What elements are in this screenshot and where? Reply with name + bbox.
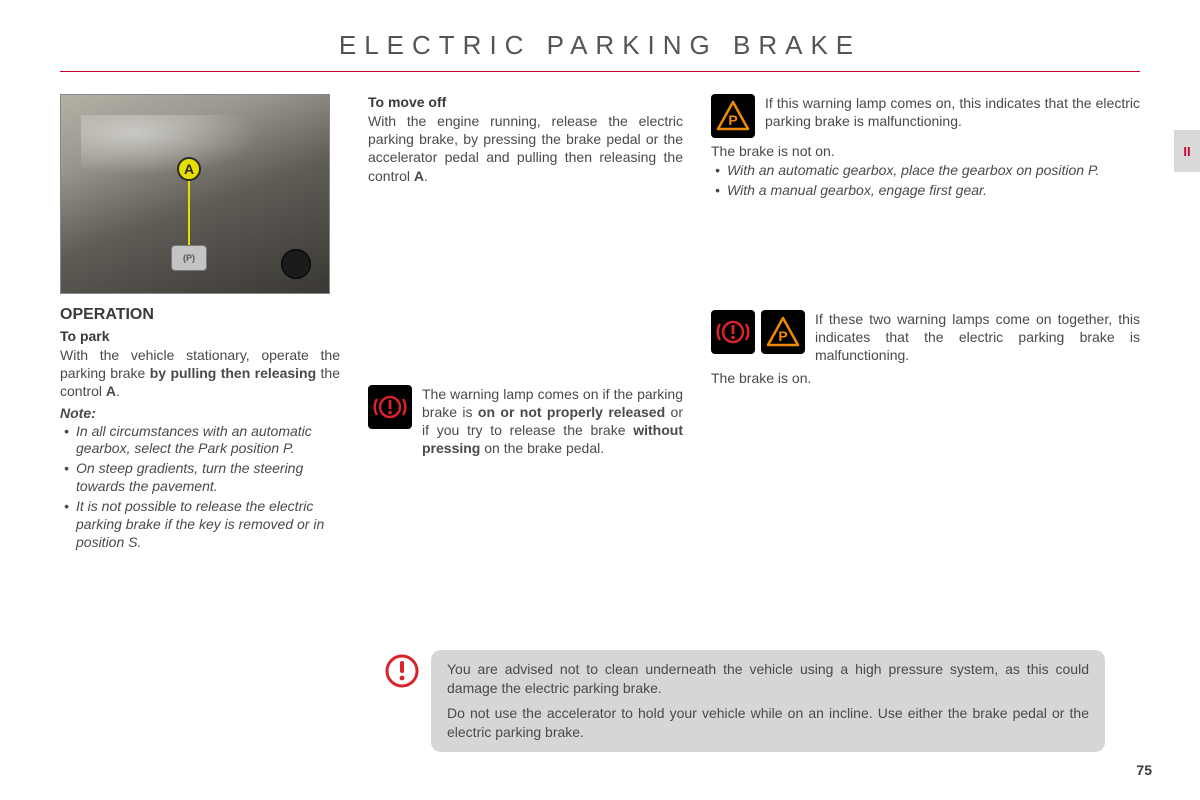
text: . bbox=[116, 383, 120, 399]
brake-status-text: The brake is not on. bbox=[711, 142, 1140, 160]
list-item: With a manual gearbox, engage first gear… bbox=[727, 182, 1140, 200]
list-item: On steep gradients, turn the steering to… bbox=[76, 460, 340, 496]
move-off-heading: To move off bbox=[368, 94, 683, 110]
title-divider bbox=[60, 71, 1140, 72]
text: . bbox=[424, 168, 428, 184]
spacer bbox=[711, 202, 1140, 310]
to-park-text: With the vehicle stationary, operate the… bbox=[60, 346, 340, 401]
warning-text: If this warning lamp comes on, this indi… bbox=[765, 94, 1140, 130]
section-tab: II bbox=[1174, 130, 1200, 172]
brake-warning-icon bbox=[711, 310, 755, 354]
svg-text:P: P bbox=[728, 112, 737, 128]
action-list: With an automatic gearbox, place the gea… bbox=[711, 162, 1140, 200]
callout-line bbox=[188, 179, 190, 245]
move-off-text: With the engine running, release the ele… bbox=[368, 112, 683, 185]
callout-label-a: A bbox=[177, 157, 201, 181]
parking-fault-triangle-icon: P bbox=[711, 94, 755, 138]
column-middle: To move off With the engine running, rel… bbox=[368, 94, 683, 554]
brake-switch-icon: (P) bbox=[171, 245, 207, 271]
photo-highlight bbox=[81, 115, 261, 175]
warning-block-brake-on: The warning lamp comes on if the parking… bbox=[368, 385, 683, 458]
warning-text: If these two warning lamps come on toget… bbox=[815, 310, 1140, 365]
page-title: ELECTRIC PARKING BRAKE bbox=[0, 0, 1200, 71]
brake-status-text: The brake is on. bbox=[711, 369, 1140, 387]
caution-line: You are advised not to clean underneath … bbox=[447, 660, 1089, 698]
caution-icon bbox=[385, 654, 419, 688]
list-item: In all circumstances with an automatic g… bbox=[76, 423, 340, 459]
parking-fault-triangle-icon: P bbox=[761, 310, 805, 354]
console-button-icon bbox=[281, 249, 311, 279]
warning-icon-pair: P bbox=[711, 310, 805, 354]
brake-warning-icon bbox=[368, 385, 412, 429]
column-left: (P) A OPERATION To park With the vehicle… bbox=[60, 94, 340, 554]
text-bold: on or not properly released bbox=[478, 404, 665, 420]
svg-text:P: P bbox=[778, 328, 787, 344]
warning-block-malfunction-on: P If these two warning lamps come on tog… bbox=[711, 310, 1140, 365]
list-item: It is not possible to release the electr… bbox=[76, 498, 340, 552]
note-label: Note: bbox=[60, 405, 340, 421]
spacer bbox=[368, 185, 683, 385]
note-list: In all circumstances with an automatic g… bbox=[60, 423, 340, 552]
text: on the brake pedal. bbox=[480, 440, 604, 456]
caution-box: You are advised not to clean underneath … bbox=[385, 650, 1105, 752]
parking-brake-photo: (P) A bbox=[60, 94, 330, 294]
caution-line: Do not use the accelerator to hold your … bbox=[447, 704, 1089, 742]
warning-text: The warning lamp comes on if the parking… bbox=[422, 385, 683, 458]
text-bold: A bbox=[106, 383, 116, 399]
caution-text: You are advised not to clean underneath … bbox=[431, 650, 1105, 752]
page-number: 75 bbox=[1136, 762, 1152, 778]
list-item: With an automatic gearbox, place the gea… bbox=[727, 162, 1140, 180]
warning-block-malfunction-off: P If this warning lamp comes on, this in… bbox=[711, 94, 1140, 138]
text-bold: by pulling then releasing bbox=[150, 365, 316, 381]
to-park-heading: To park bbox=[60, 328, 340, 344]
operation-heading: OPERATION bbox=[60, 306, 340, 324]
content-columns: (P) A OPERATION To park With the vehicle… bbox=[0, 94, 1200, 554]
column-right: P If this warning lamp comes on, this in… bbox=[711, 94, 1140, 554]
text-bold: A bbox=[414, 168, 424, 184]
